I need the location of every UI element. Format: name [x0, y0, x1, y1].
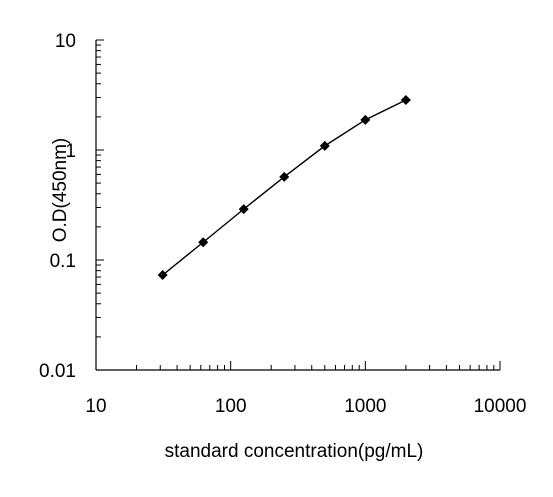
x-tick-label: 1000 [344, 396, 386, 417]
data-point [157, 270, 168, 281]
data-point [198, 237, 209, 248]
tick-labels: 10 100 1000 10000 0.01 0.1 1 10 [39, 31, 526, 417]
axes [95, 40, 500, 371]
data-series [157, 94, 411, 281]
axis-ticks [95, 39, 501, 371]
series-line [162, 99, 407, 276]
y-tick-label: 1 [65, 141, 76, 162]
data-point [279, 171, 290, 182]
y-tick-label: 0.1 [50, 251, 76, 272]
data-point [238, 204, 249, 215]
x-tick-label: 10 [85, 396, 106, 417]
x-tick-label: 100 [215, 396, 247, 417]
data-point [360, 114, 371, 125]
y-tick-label: 10 [55, 31, 76, 52]
data-point [319, 140, 330, 151]
x-tick-label: 10000 [474, 396, 527, 417]
data-point [400, 94, 411, 105]
x-axis-title: standard concentration(pg/mL) [165, 441, 424, 462]
y-axis-title: O.D(450nm) [50, 138, 71, 243]
y-tick-label: 0.01 [39, 361, 76, 382]
